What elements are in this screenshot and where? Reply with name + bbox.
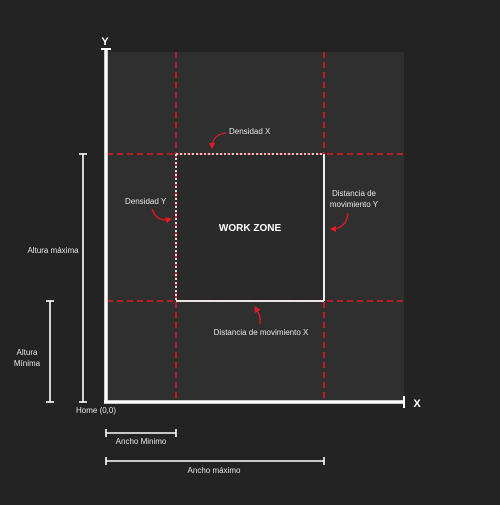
- move-x-label: Distancia de movimiento X: [214, 328, 309, 337]
- min-height-label-line1: Altura: [17, 348, 38, 357]
- min-height-label-line2: Mínima: [14, 359, 41, 368]
- move-y-arrow: [329, 212, 349, 233]
- density-y-arrow: [151, 208, 173, 224]
- origin-label: Home (0,0): [76, 406, 116, 415]
- min-width-label: Ancho Minimo: [116, 437, 167, 446]
- max-width-label: Ancho máximo: [188, 466, 241, 475]
- max-height-label: Altura máxima: [27, 246, 79, 255]
- y-axis-label: Y: [101, 36, 109, 48]
- work-zone-label: WORK ZONE: [219, 223, 282, 234]
- density-y-label: Densidad Y: [125, 197, 167, 206]
- move-x-arrow: [254, 305, 261, 325]
- density-x-label: Densidad X: [229, 127, 271, 136]
- x-axis-label: X: [413, 398, 421, 410]
- move-y-label-line1: Distancia de: [332, 189, 377, 198]
- density-x-arrow: [208, 132, 227, 150]
- move-y-label-line2: movimiento Y: [330, 200, 379, 209]
- work-zone-area: [176, 154, 324, 301]
